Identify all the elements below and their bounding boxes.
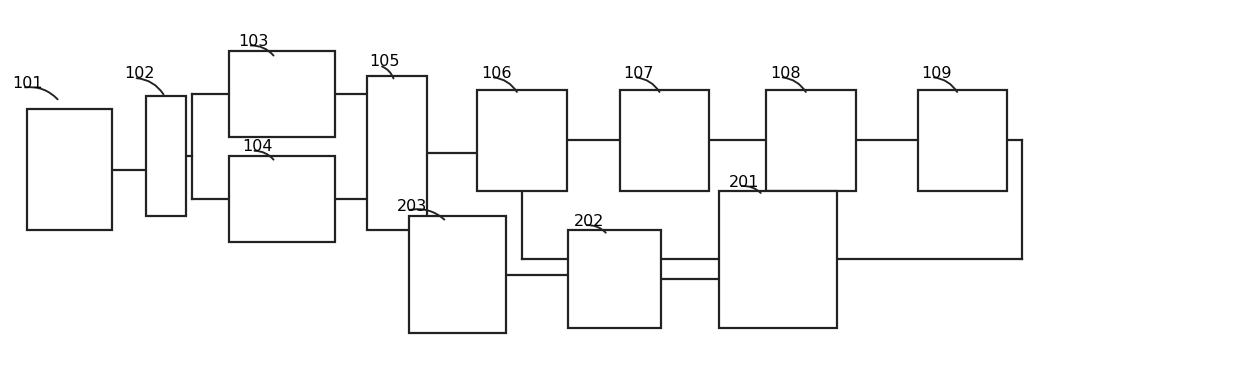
Text: 103: 103 xyxy=(238,34,268,49)
Text: 105: 105 xyxy=(370,54,401,69)
Bar xyxy=(719,191,837,328)
Text: 203: 203 xyxy=(397,199,427,214)
Text: 109: 109 xyxy=(921,66,952,80)
Bar xyxy=(477,90,567,191)
Text: 102: 102 xyxy=(124,66,155,81)
Text: 106: 106 xyxy=(481,66,512,80)
Bar xyxy=(27,109,112,230)
Bar xyxy=(620,90,709,191)
Bar xyxy=(409,216,506,333)
Bar xyxy=(367,76,427,230)
Text: 107: 107 xyxy=(624,66,655,80)
Text: 202: 202 xyxy=(574,214,604,229)
Text: 104: 104 xyxy=(242,139,273,154)
Bar xyxy=(918,90,1007,191)
Bar xyxy=(766,90,856,191)
Bar xyxy=(229,51,335,136)
Bar xyxy=(229,156,335,242)
Bar xyxy=(146,96,186,216)
Bar xyxy=(568,230,661,328)
Text: 101: 101 xyxy=(12,76,43,91)
Text: 108: 108 xyxy=(770,66,801,80)
Text: 201: 201 xyxy=(729,175,760,190)
